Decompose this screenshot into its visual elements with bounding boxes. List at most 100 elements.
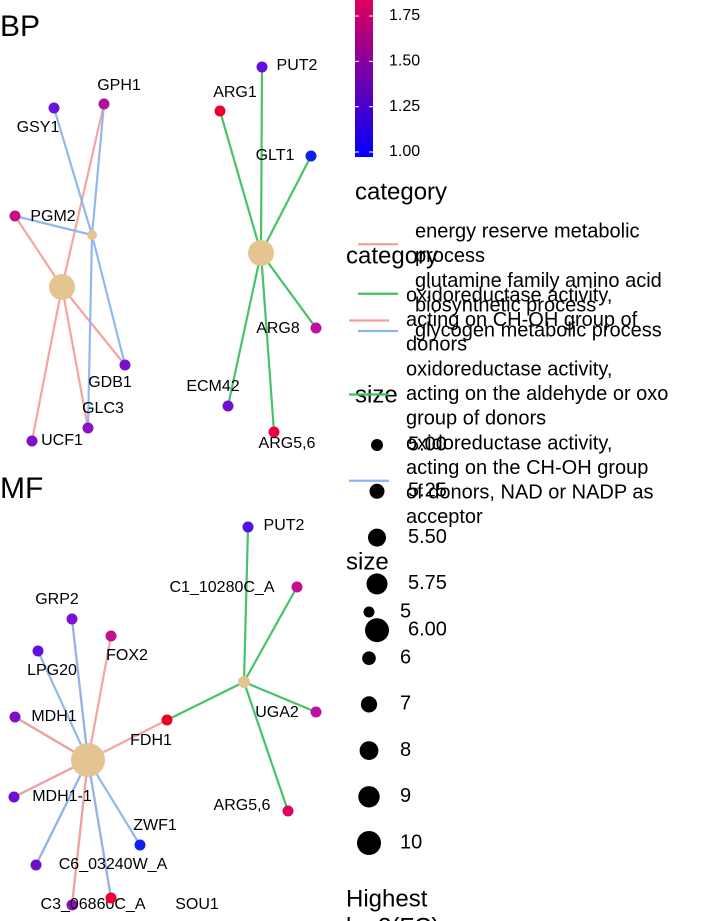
size-key bbox=[358, 786, 380, 808]
gene-node bbox=[48, 102, 60, 114]
size-key bbox=[359, 741, 379, 760]
edge bbox=[243, 680, 317, 714]
legend-label: oxidoreductase activity, bbox=[406, 358, 612, 380]
gene-node bbox=[291, 581, 303, 593]
gene-label: MDH1 bbox=[31, 708, 76, 725]
size-key bbox=[365, 618, 389, 643]
gene-node bbox=[8, 791, 20, 803]
edge bbox=[86, 759, 113, 899]
gene-node bbox=[98, 98, 110, 110]
legend-label: glutamine family amino acid bbox=[415, 270, 662, 292]
size-label: 5.75 bbox=[408, 572, 447, 594]
edge bbox=[218, 110, 263, 254]
gene-label: UGA2 bbox=[255, 704, 299, 721]
gene-label: C3_06860C_A bbox=[41, 896, 146, 913]
edge bbox=[70, 618, 90, 761]
size-label: 8 bbox=[400, 739, 411, 761]
edge bbox=[30, 286, 64, 442]
gene-label: C6_03240W_A bbox=[59, 856, 168, 873]
gene-node bbox=[305, 150, 317, 162]
size-label: 6 bbox=[400, 646, 411, 668]
edge bbox=[90, 103, 106, 236]
size-label: 5.25 bbox=[408, 480, 447, 502]
edge bbox=[90, 234, 127, 366]
gene-label: GLC3 bbox=[82, 400, 124, 417]
gene-node bbox=[30, 859, 42, 871]
size-key bbox=[363, 606, 375, 618]
legend-label: process bbox=[415, 245, 485, 267]
size-label: 7 bbox=[400, 693, 411, 715]
gene-label: ARG8 bbox=[256, 320, 300, 337]
gene-node bbox=[256, 61, 268, 73]
edge bbox=[166, 681, 245, 721]
gene-label: SOU1 bbox=[175, 896, 219, 913]
hub-node bbox=[49, 274, 75, 300]
legend-label: oxidoreductase activity, bbox=[406, 432, 612, 454]
gene-node bbox=[105, 630, 117, 642]
panel-title: MF bbox=[0, 472, 43, 505]
gene-label: GSY1 bbox=[17, 119, 60, 136]
size-label: 9 bbox=[400, 785, 411, 807]
legend-label: glycogen metabolic process bbox=[415, 319, 662, 341]
edge bbox=[52, 107, 94, 236]
gene-node bbox=[9, 711, 21, 723]
edge bbox=[35, 759, 89, 866]
size-label: 5 bbox=[400, 600, 411, 622]
legend-title: size bbox=[346, 548, 389, 575]
edge bbox=[14, 214, 93, 237]
size-key bbox=[362, 651, 376, 665]
edge bbox=[60, 286, 90, 429]
panel-title: BP bbox=[0, 10, 40, 43]
legend-label: group of donors bbox=[406, 407, 546, 429]
gene-label: GDB1 bbox=[88, 374, 132, 391]
gene-node bbox=[310, 322, 322, 334]
gene-label: GLT1 bbox=[256, 147, 295, 164]
edge bbox=[259, 66, 264, 254]
gene-node bbox=[26, 435, 38, 447]
size-label: 5.50 bbox=[408, 526, 447, 548]
gene-node bbox=[66, 899, 78, 911]
edge bbox=[260, 155, 312, 254]
legend-label: oxidoreductase activity, bbox=[406, 284, 612, 306]
colorbar-label: 1.25 bbox=[389, 98, 420, 115]
gene-node bbox=[282, 805, 294, 817]
gene-label: PGM2 bbox=[30, 208, 75, 225]
hub-node bbox=[87, 230, 97, 240]
gene-label: ECM42 bbox=[186, 378, 239, 395]
gene-node bbox=[268, 426, 280, 438]
gene-node bbox=[134, 839, 146, 851]
legend-label: energy reserve metabolic bbox=[415, 220, 640, 242]
size-key bbox=[357, 831, 381, 855]
edge bbox=[86, 635, 113, 761]
legend-label: biosynthetic process bbox=[415, 294, 596, 316]
edge bbox=[37, 650, 89, 761]
gene-label: C1_10280C_A bbox=[170, 579, 275, 596]
gene-node bbox=[82, 422, 94, 434]
size-key bbox=[369, 483, 385, 499]
colorbar bbox=[355, 0, 373, 157]
edge bbox=[70, 759, 90, 906]
edge bbox=[242, 526, 250, 683]
gene-node bbox=[161, 714, 173, 726]
gene-node bbox=[66, 613, 78, 625]
legend-title: Highest bbox=[346, 885, 428, 912]
edge bbox=[226, 252, 263, 407]
legend-label: acceptor bbox=[406, 506, 483, 528]
gene-label: LPG20 bbox=[27, 662, 77, 679]
gene-label: ARG5,6 bbox=[259, 435, 316, 452]
edge bbox=[243, 586, 298, 683]
gene-node bbox=[310, 706, 322, 718]
legend-label: of donors, NAD or NADP as bbox=[406, 481, 654, 503]
size-key bbox=[368, 528, 386, 547]
gene-label: GRP2 bbox=[35, 591, 79, 608]
gene-label: FDH1 bbox=[130, 732, 172, 749]
hub-node bbox=[248, 240, 274, 266]
size-key bbox=[360, 696, 378, 713]
legend-label: acting on the aldehyde or oxo bbox=[406, 383, 668, 405]
legend-title: category bbox=[346, 242, 438, 269]
legend-title: category bbox=[355, 178, 447, 205]
legend-label: donors bbox=[406, 333, 467, 355]
size-label: 6.00 bbox=[408, 618, 447, 640]
edge bbox=[242, 681, 290, 812]
